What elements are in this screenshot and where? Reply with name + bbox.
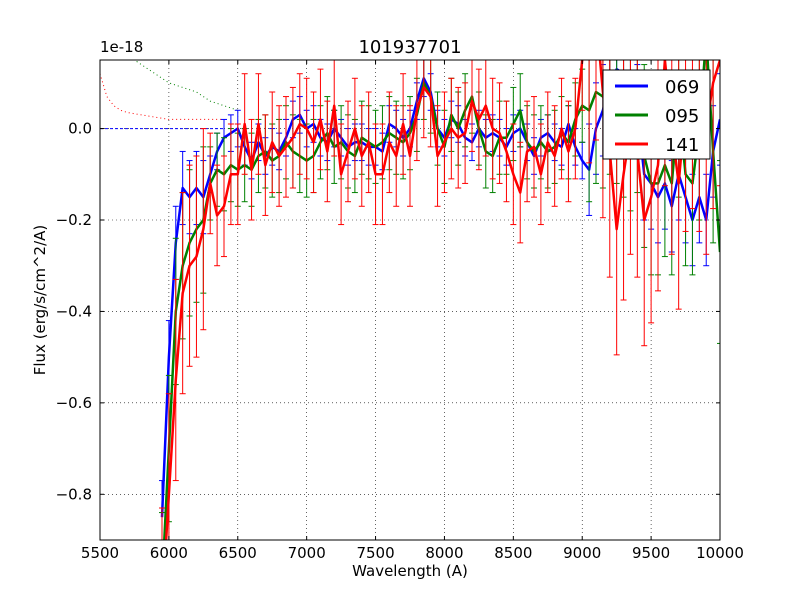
series-141 — [159, 60, 720, 540]
reference-lines — [100, 60, 238, 130]
x-tick-label: 7000 — [288, 544, 326, 562]
y-tick-label: −0.2 — [56, 211, 92, 229]
x-tick-label: 8500 — [494, 544, 532, 562]
legend: 069 095 141 — [602, 69, 711, 160]
y-tick-label: −0.8 — [56, 485, 92, 503]
x-axis-label: Wavelength (A) — [352, 562, 468, 580]
legend-label-069: 069 — [665, 77, 699, 98]
y-tick-label: −0.4 — [56, 302, 92, 320]
y-tick-label: 0.0 — [68, 120, 92, 138]
y-offset-text: 1e-18 — [100, 38, 143, 56]
x-tick-label: 9000 — [563, 544, 601, 562]
y-tick-label: −0.6 — [56, 394, 92, 412]
y-axis-label: Flux (erg/s/cm^2/A) — [31, 225, 49, 376]
x-tick-label: 6500 — [219, 544, 257, 562]
x-tick-label: 6000 — [150, 544, 188, 562]
x-axis-ticks: 5500 6000 6500 7000 7500 8000 8500 9000 9500 1000… — [81, 60, 744, 562]
x-tick-label: 5500 — [81, 544, 119, 562]
y-axis-ticks: −0.8 −0.6 −0.4 −0.2 0.0 — [56, 120, 720, 503]
x-tick-label: 7500 — [356, 544, 394, 562]
legend-label-141: 141 — [665, 135, 699, 156]
x-tick-label: 9500 — [632, 544, 670, 562]
x-tick-label: 8000 — [425, 544, 463, 562]
plot-frame — [99, 59, 721, 541]
chart-title: 101937701 — [358, 37, 461, 58]
x-tick-label: 10000 — [696, 544, 744, 562]
legend-label-095: 095 — [665, 106, 699, 127]
